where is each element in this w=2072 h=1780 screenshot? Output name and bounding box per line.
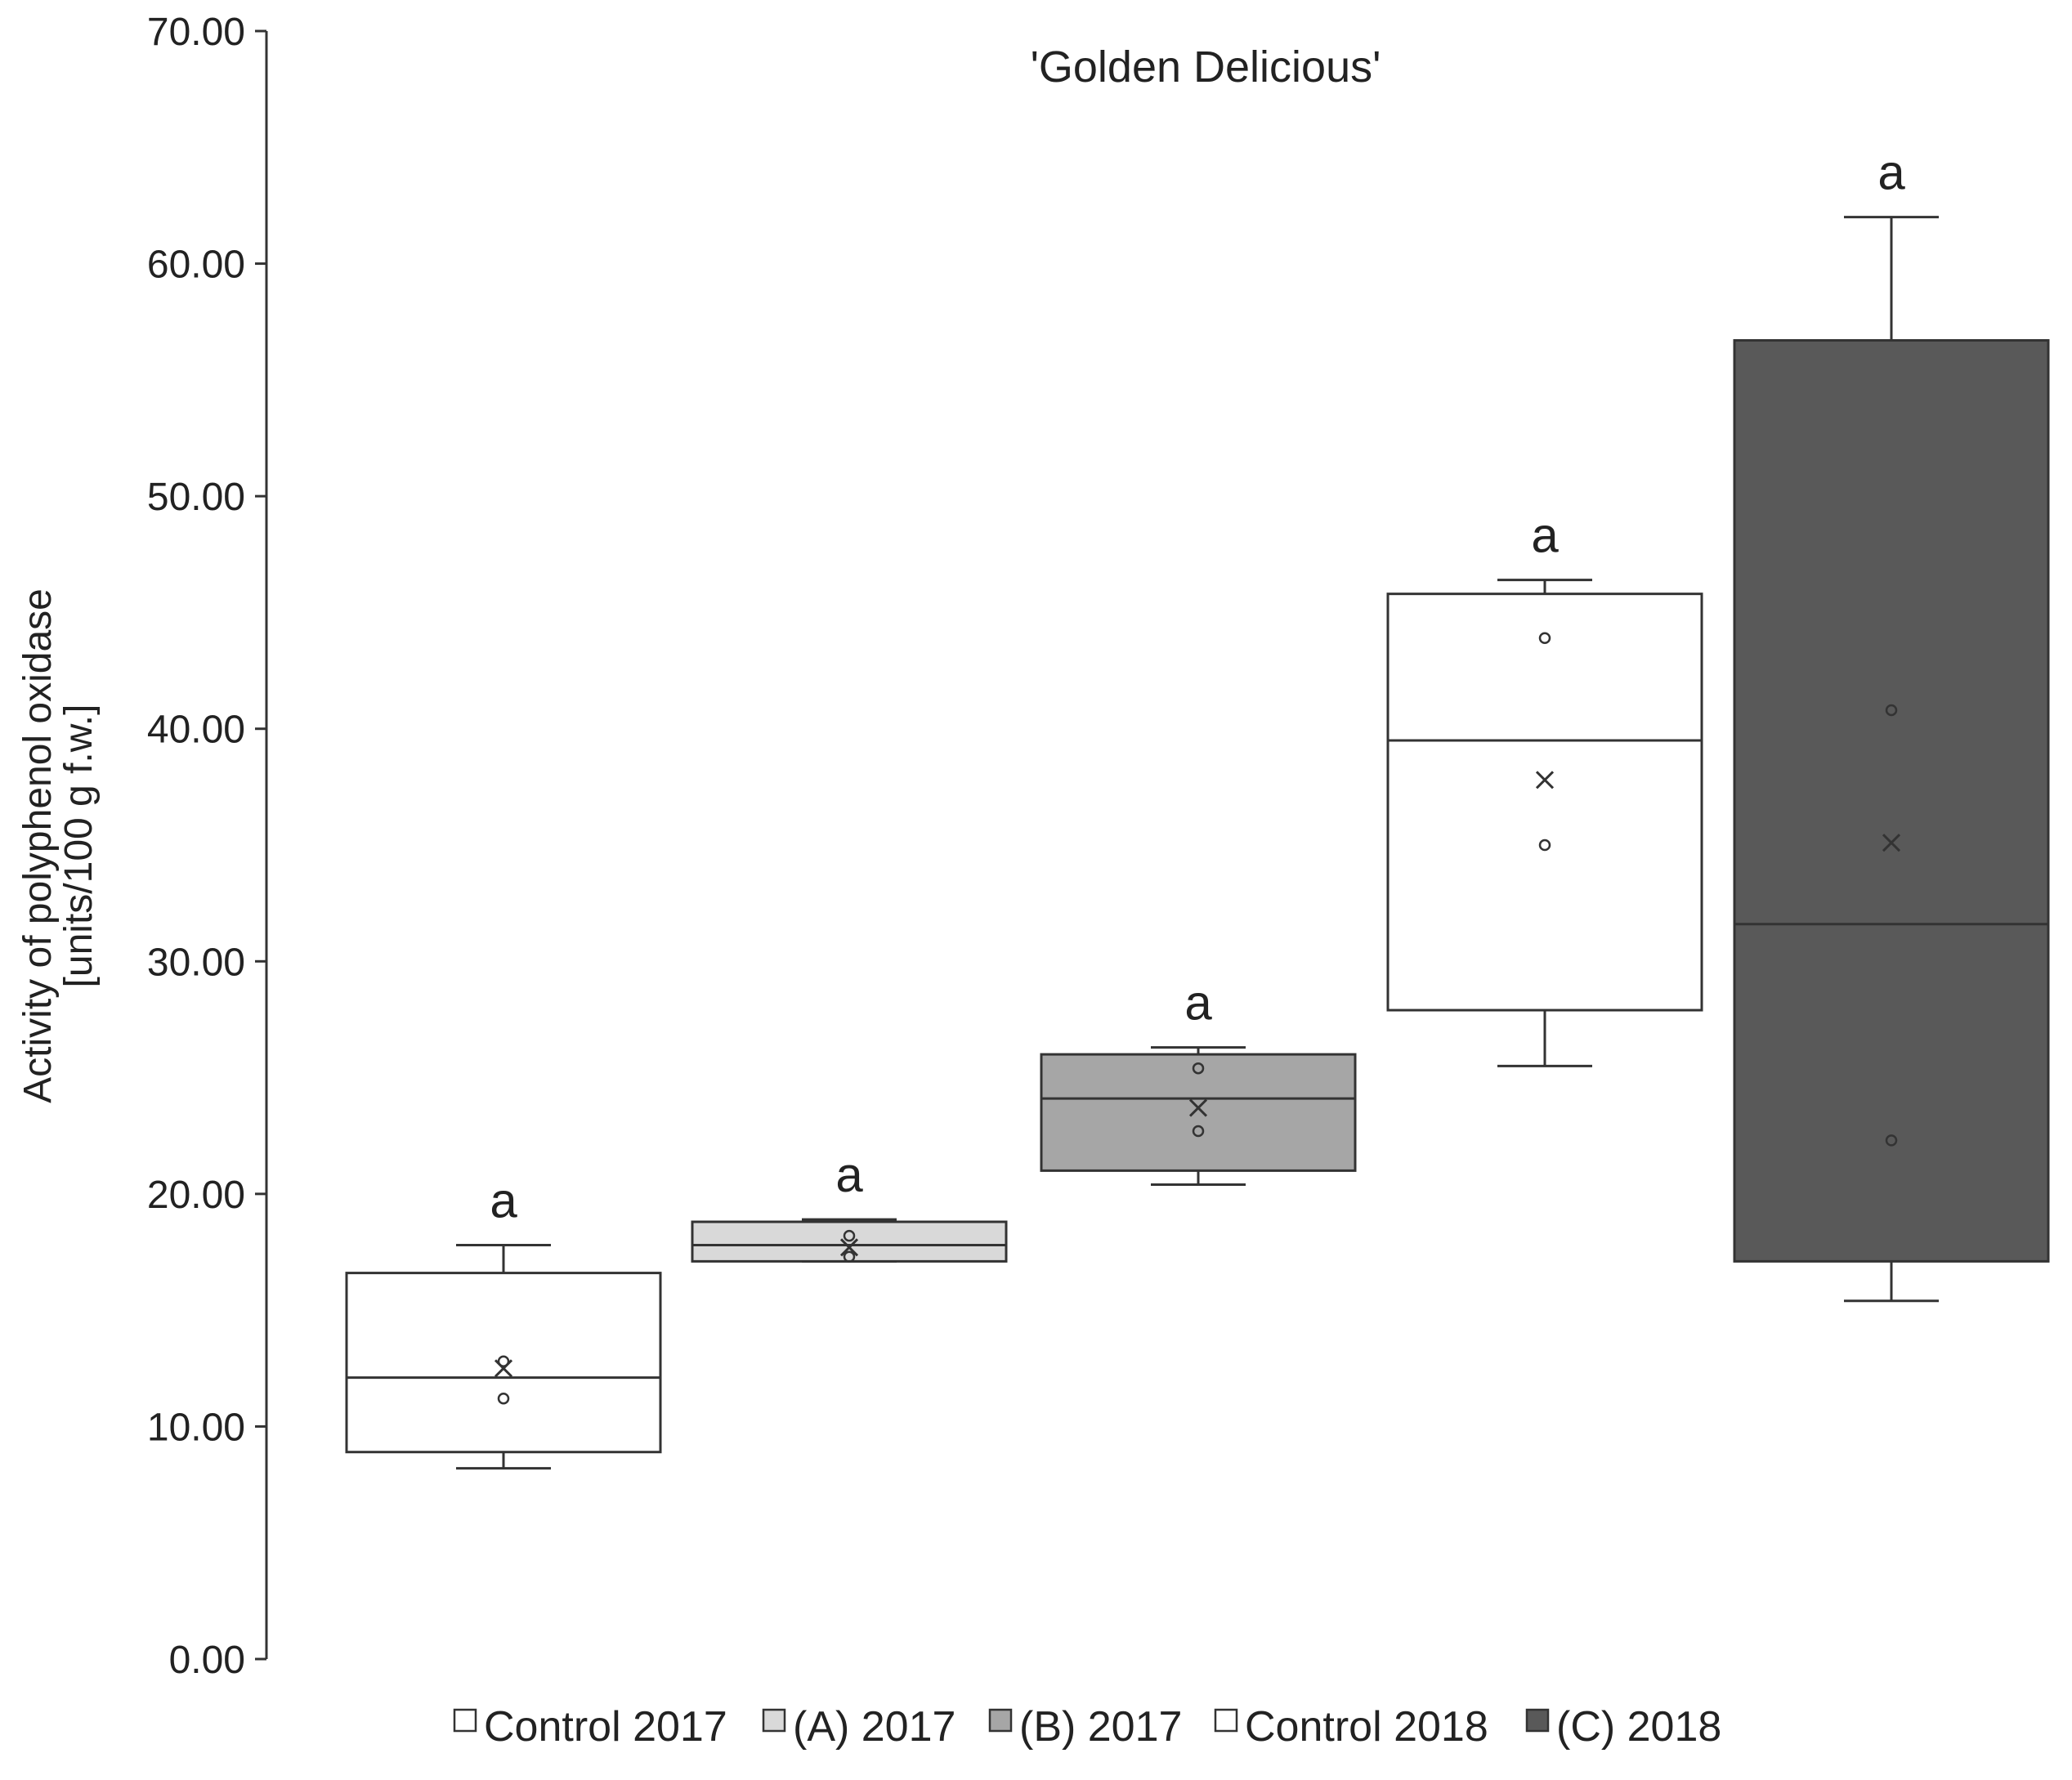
mean-marker-stroke bbox=[839, 1238, 859, 1257]
y-axis-label: Activity of polyphenol oxidase [units/10… bbox=[16, 588, 101, 1103]
legend-item: (B) 2017 bbox=[988, 1703, 1182, 1751]
legend-swatch bbox=[1214, 1708, 1238, 1733]
data-point bbox=[497, 1355, 510, 1367]
legend-label: (C) 2018 bbox=[1556, 1703, 1721, 1751]
mean-marker-stroke bbox=[1882, 834, 1901, 852]
mean-marker-stroke bbox=[494, 1359, 513, 1378]
data-point bbox=[1538, 839, 1551, 852]
box-group: a bbox=[691, 1147, 1008, 1263]
legend-item: (C) 2018 bbox=[1525, 1703, 1721, 1751]
data-point bbox=[1192, 1125, 1205, 1138]
legend-swatch bbox=[762, 1708, 786, 1733]
box bbox=[1733, 338, 2050, 1263]
data-point bbox=[843, 1250, 856, 1263]
y-axis: 0.00 10.00 20.00 30.00 40.00 50.00 60.00 70.00 bbox=[147, 11, 268, 1682]
data-point bbox=[497, 1393, 510, 1405]
mean-marker bbox=[839, 1238, 859, 1257]
chart-title: 'Golden Delicious' bbox=[1031, 42, 1381, 92]
y-tick-label: 40.00 bbox=[147, 709, 245, 752]
significance-label: a bbox=[1877, 145, 1905, 200]
box bbox=[345, 1272, 662, 1454]
y-tick-label: 10.00 bbox=[147, 1406, 245, 1449]
significance-label: a bbox=[1184, 976, 1212, 1031]
box-groups: a a a a a bbox=[345, 145, 2050, 1470]
legend-swatch bbox=[988, 1708, 1013, 1733]
y-axis-label-line2: [units/100 g f.w.] bbox=[57, 704, 101, 988]
box bbox=[1386, 593, 1703, 1012]
y-axis-label-line1: Activity of polyphenol oxidase bbox=[16, 588, 60, 1103]
mean-marker bbox=[1535, 771, 1555, 789]
y-tick-label: 20.00 bbox=[147, 1174, 245, 1217]
box-group: a bbox=[1386, 508, 1703, 1067]
y-tick-label: 0.00 bbox=[169, 1639, 245, 1682]
data-point bbox=[1885, 1134, 1898, 1147]
significance-label: a bbox=[490, 1173, 517, 1228]
y-tick-label: 30.00 bbox=[147, 941, 245, 984]
mean-marker-stroke bbox=[1188, 1098, 1208, 1117]
legend-label: Control 2018 bbox=[1245, 1703, 1488, 1751]
mean-marker bbox=[1882, 834, 1901, 852]
mean-marker bbox=[1188, 1098, 1208, 1117]
legend: Control 2017 (A) 2017 (B) 2017 Control 2018… bbox=[453, 1703, 1721, 1751]
box-group: a bbox=[345, 1173, 662, 1470]
box-group: a bbox=[1733, 145, 2050, 1303]
box-group: a bbox=[1040, 976, 1357, 1186]
legend-item: Control 2018 bbox=[1214, 1703, 1488, 1751]
mean-marker-stroke bbox=[1535, 771, 1555, 789]
significance-label: a bbox=[1531, 508, 1559, 563]
legend-label: (A) 2017 bbox=[793, 1703, 955, 1751]
significance-label: a bbox=[835, 1147, 863, 1202]
legend-item: (A) 2017 bbox=[762, 1703, 955, 1751]
y-tick-label: 60.00 bbox=[147, 244, 245, 287]
data-point bbox=[1192, 1062, 1205, 1075]
data-point bbox=[1538, 632, 1551, 644]
legend-swatch bbox=[1525, 1708, 1550, 1733]
legend-item: Control 2017 bbox=[453, 1703, 727, 1751]
data-point bbox=[843, 1229, 856, 1242]
legend-label: Control 2017 bbox=[484, 1703, 727, 1751]
data-point bbox=[1885, 704, 1898, 717]
mean-marker bbox=[494, 1359, 513, 1378]
legend-swatch bbox=[453, 1708, 477, 1733]
y-tick-label: 70.00 bbox=[147, 11, 245, 54]
y-tick-label: 50.00 bbox=[147, 476, 245, 519]
legend-label: (B) 2017 bbox=[1019, 1703, 1182, 1751]
box bbox=[1040, 1053, 1357, 1172]
